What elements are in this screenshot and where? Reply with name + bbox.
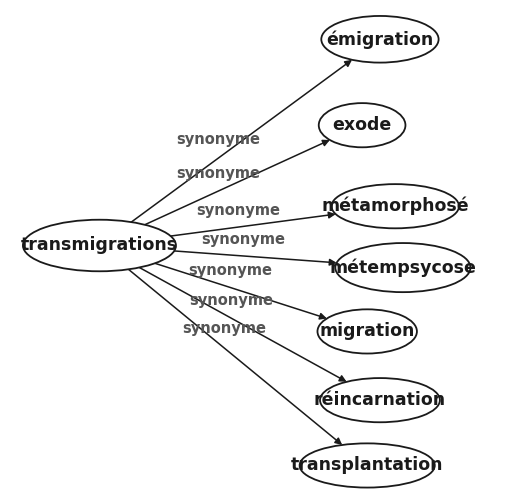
- Ellipse shape: [331, 184, 458, 228]
- Ellipse shape: [299, 443, 434, 488]
- Text: exode: exode: [332, 116, 391, 134]
- Text: métamorphosé: métamorphosé: [321, 197, 468, 216]
- Text: synonyme: synonyme: [188, 263, 271, 278]
- Text: synonyme: synonyme: [196, 203, 280, 218]
- Ellipse shape: [317, 309, 416, 354]
- Text: synonyme: synonyme: [189, 293, 272, 308]
- Text: migration: migration: [319, 323, 414, 340]
- Ellipse shape: [318, 103, 405, 147]
- Text: transmigrations: transmigrations: [21, 237, 178, 254]
- Text: synonyme: synonyme: [182, 322, 266, 336]
- Ellipse shape: [319, 378, 439, 422]
- Text: synonyme: synonyme: [176, 132, 260, 147]
- Text: transplantation: transplantation: [290, 457, 443, 474]
- Ellipse shape: [23, 220, 176, 272]
- Text: réincarnation: réincarnation: [313, 391, 445, 409]
- Ellipse shape: [321, 16, 438, 63]
- Text: métempsycose: métempsycose: [329, 258, 475, 277]
- Text: synonyme: synonyme: [176, 166, 260, 181]
- Ellipse shape: [335, 243, 470, 292]
- Text: synonyme: synonyme: [201, 232, 285, 247]
- Text: émigration: émigration: [326, 30, 433, 49]
